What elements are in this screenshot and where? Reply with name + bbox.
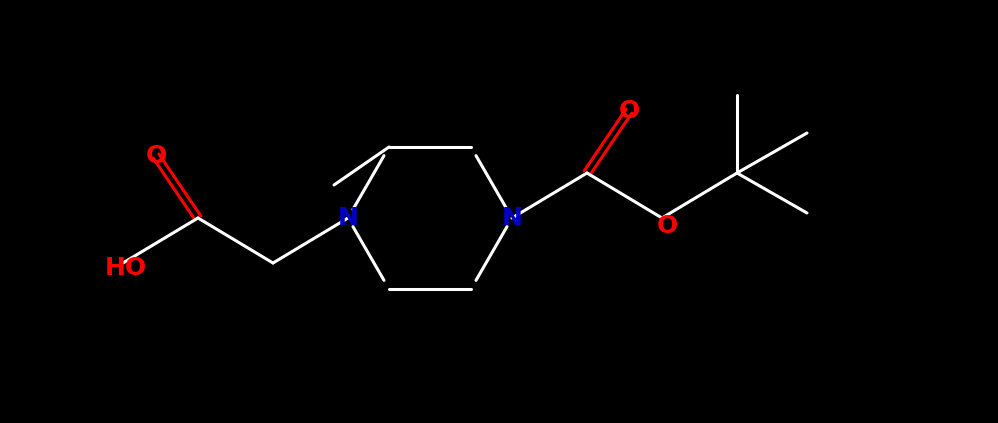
Text: O: O [657,214,678,238]
Text: HO: HO [105,256,147,280]
Text: O: O [146,144,167,168]
Text: N: N [502,206,522,230]
Text: O: O [619,99,640,123]
Text: N: N [337,206,358,230]
